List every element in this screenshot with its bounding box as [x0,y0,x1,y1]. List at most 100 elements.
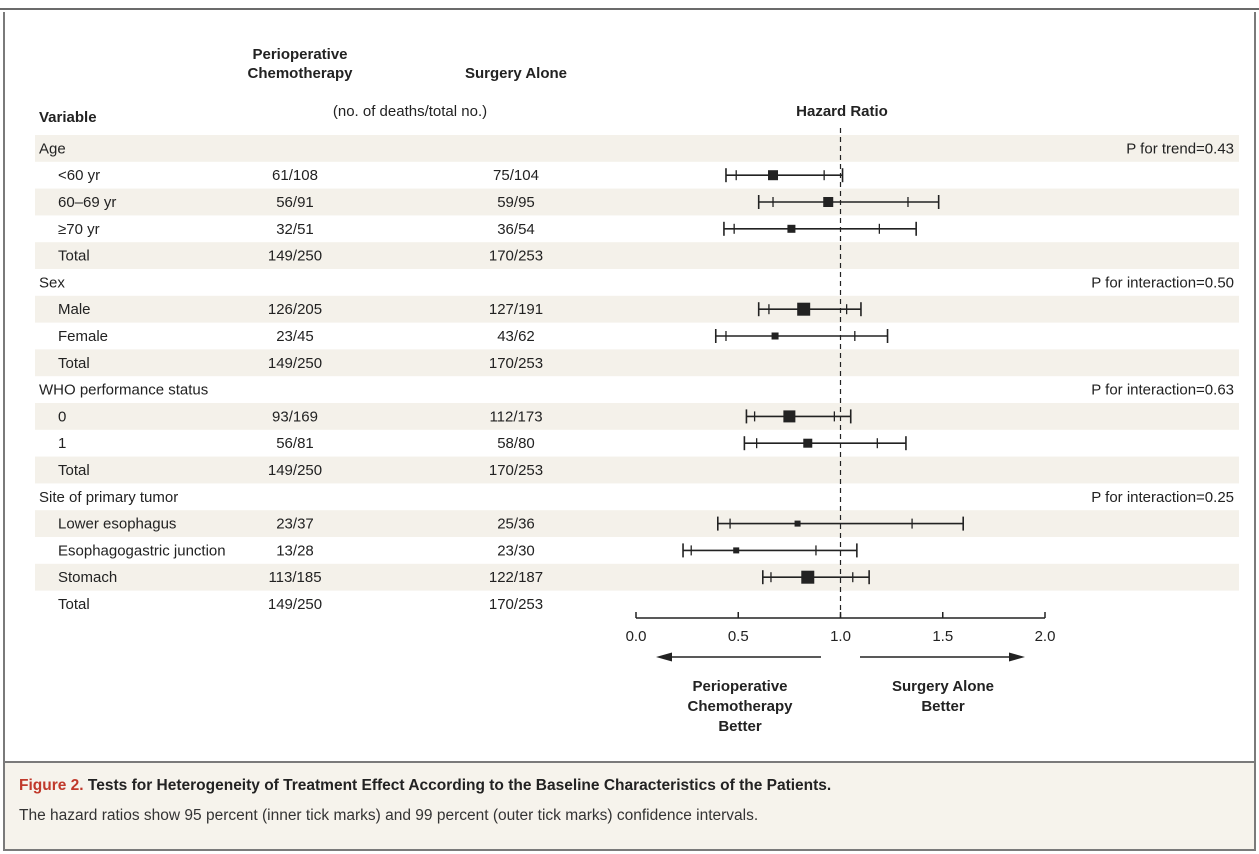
subgroup-label: Esophagogastric junction [58,542,226,559]
group-label: Age [39,140,66,157]
total-label: Total [58,462,90,479]
deaths-group1: 126/205 [268,301,322,318]
deaths-group1: 93/169 [272,408,318,425]
deaths-group1: 23/37 [276,516,314,533]
top-rule [0,8,1259,10]
deaths-group1: 56/91 [276,194,314,211]
deaths-group2: 122/187 [489,569,543,586]
deaths-group2: 43/62 [497,328,535,345]
deaths-group2: 58/80 [497,435,535,452]
deaths-group2: 112/173 [489,408,542,425]
hazard-ratio-point [733,547,740,554]
hazard-ratio-point [794,520,801,527]
header-subheader: (no. of deaths/total no.) [333,103,487,120]
row-band [35,510,1239,537]
direction-label-left: Perioperative [692,678,787,695]
right-arrow-head [1009,652,1025,662]
header-hazard-ratio: Hazard Ratio [796,103,888,120]
forest-plot: Perioperative Chemotherapy Surgery Alone… [35,46,1239,735]
plot-area [682,128,965,618]
deaths-group1: 113/185 [268,569,321,586]
subgroup-label: Male [58,301,91,318]
deaths-group1: 56/81 [276,435,314,452]
figure-caption: Figure 2. Tests for Heterogeneity of Tre… [5,761,1254,849]
caption-figure-label: Figure 2. [19,777,84,794]
caption-title: Figure 2. Tests for Heterogeneity of Tre… [19,777,831,795]
hazard-ratio-point [783,410,796,423]
subgroup-label: ≥70 yr [58,221,100,238]
subgroup-label: 60–69 yr [58,194,116,211]
subgroup-label: <60 yr [58,167,100,184]
left-arrow-head [656,652,672,662]
subgroup-label: Female [58,328,108,345]
deaths-group2: 170/253 [489,248,543,265]
subgroup-label: 1 [58,435,66,452]
deaths-group1: 32/51 [276,221,314,238]
deaths-group2: 36/54 [497,221,535,238]
header-group1-line1: Perioperative [252,46,347,63]
deaths-group2: 170/253 [489,355,543,372]
row-band [35,295,1239,323]
x-tick-label: 2.0 [1035,628,1056,645]
row-band [35,188,1239,216]
total-label: Total [58,355,90,372]
row-band [35,242,1239,269]
row-band [35,456,1239,484]
deaths-group1: 61/108 [272,167,318,184]
deaths-group2: 170/253 [489,462,543,479]
deaths-group2: 75/104 [493,167,539,184]
column-headers: Perioperative Chemotherapy Surgery Alone… [39,46,888,126]
direction-labels: Perioperative Chemotherapy Better Surgery A… [656,652,1025,735]
row-bands [35,135,1239,591]
header-variable: Variable [39,109,97,126]
subgroup-label: 0 [58,408,66,425]
total-label: Total [58,248,90,265]
p-value-label: P for trend=0.43 [1126,140,1234,157]
hazard-ratio-point [787,224,796,233]
x-tick-label: 0.5 [728,628,749,645]
x-tick-label: 1.5 [932,628,953,645]
deaths-group2: 25/36 [497,516,535,533]
caption-title-text: Tests for Heterogeneity of Treatment Eff… [87,777,832,794]
table-rows: Age P for trend=0.43 <60 yr 61/108 75/104 60–… [39,140,1234,613]
group-label: Site of primary tumor [39,489,178,506]
row-band [35,135,1239,162]
row-band [35,563,1239,591]
row-band [35,349,1239,377]
deaths-group1: 13/28 [276,542,314,559]
header-group1-line2: Chemotherapy [247,65,353,82]
direction-label-right: Better [921,698,965,715]
row-band [35,403,1239,430]
hazard-ratio-point [797,302,811,316]
hazard-ratio-point [803,438,813,448]
deaths-group1: 149/250 [268,462,322,479]
x-axis: 0.0 0.5 1.0 1.5 2.0 [626,612,1056,645]
subgroup-label: Lower esophagus [58,516,176,533]
hazard-ratio-point [771,332,779,340]
hazard-ratio-point [823,197,834,207]
deaths-group1: 23/45 [276,328,314,345]
deaths-group2: 59/95 [497,194,535,211]
deaths-group2: 170/253 [489,596,543,613]
deaths-group1: 149/250 [268,248,322,265]
p-value-label: P for interaction=0.25 [1091,489,1234,506]
group-label: WHO performance status [39,382,208,399]
subgroup-label: Stomach [58,569,117,586]
direction-label-left: Chemotherapy [687,698,793,715]
direction-label-left: Better [718,718,762,735]
header-group2: Surgery Alone [465,65,567,82]
x-tick-label: 0.0 [626,628,647,645]
p-value-label: P for interaction=0.50 [1091,274,1234,291]
x-tick-label: 1.0 [830,628,851,645]
total-label: Total [58,596,90,613]
figure-frame [3,12,1256,851]
group-label: Sex [39,274,65,291]
p-value-label: P for interaction=0.63 [1091,382,1234,399]
hazard-ratio-point [768,170,779,181]
hazard-ratio-point [801,570,815,584]
direction-label-right: Surgery Alone [892,678,994,695]
caption-text: The hazard ratios show 95 percent (inner… [19,807,759,824]
deaths-group2: 127/191 [489,301,543,318]
deaths-group1: 149/250 [268,596,322,613]
deaths-group2: 23/30 [497,542,535,559]
